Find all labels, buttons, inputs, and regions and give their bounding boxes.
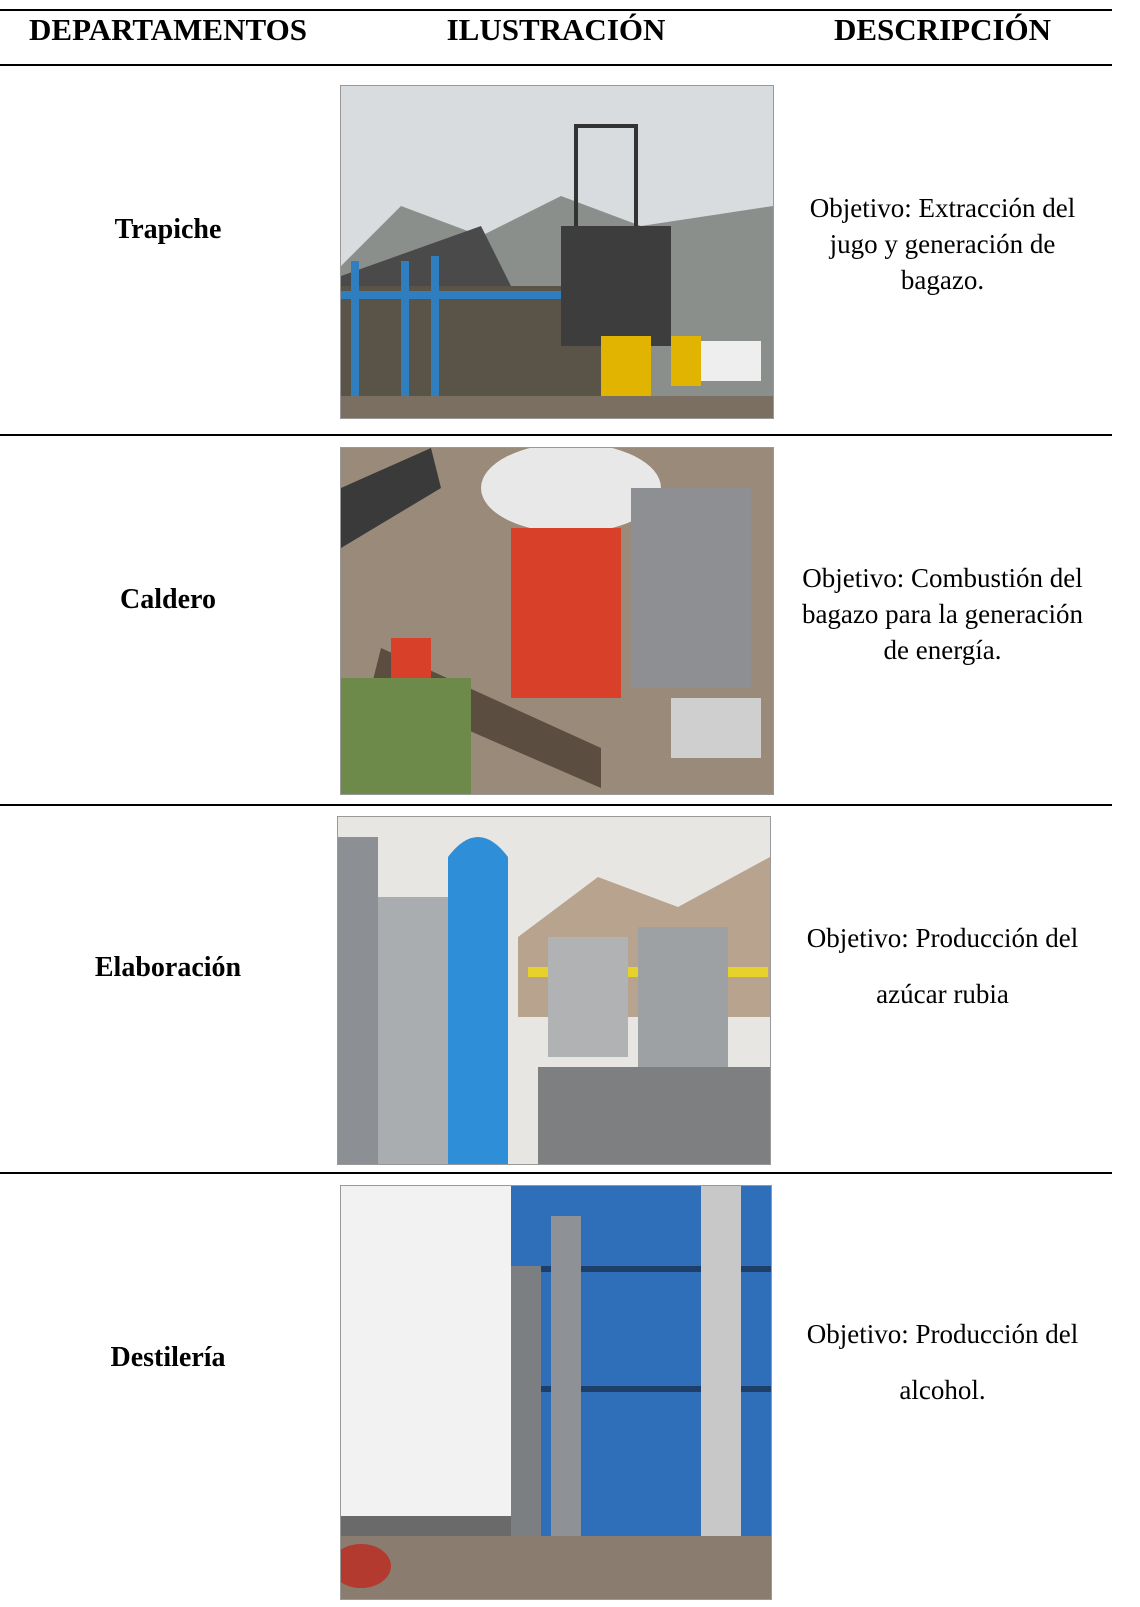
header-rule xyxy=(0,64,1112,66)
description-line: jugo y generación de xyxy=(829,229,1056,259)
description-line: de energía. xyxy=(883,635,1002,665)
header-cell: ILUSTRACIÓN xyxy=(446,12,666,47)
description: Objetivo: Combustión del bagazo para la … xyxy=(770,560,1115,668)
header-cell: DESCRIPCIÓN xyxy=(833,12,1052,47)
illustration xyxy=(337,816,771,1165)
description-line: bagazo para la generación xyxy=(801,599,1084,629)
description-line: Objetivo: Producción del xyxy=(806,1319,1079,1349)
department: Destilería xyxy=(110,1342,226,1373)
description-line: Objetivo: Combustión del xyxy=(802,563,1083,593)
department: Caldero xyxy=(120,584,216,615)
illustration xyxy=(340,447,774,795)
row-rule xyxy=(0,804,1112,806)
description-line: Objetivo: Producción del xyxy=(806,923,1079,953)
description: Objetivo: Producción del azúcar rubia xyxy=(770,910,1115,1022)
header-cell: DEPARTAMENTOS xyxy=(29,12,307,47)
top-rule xyxy=(0,9,1112,11)
description-line: bagazo. xyxy=(900,265,985,295)
department: Elaboración xyxy=(94,952,242,983)
row-rule xyxy=(0,434,1112,436)
description-line: Objetivo: Extracción del xyxy=(809,193,1076,223)
description: Objetivo: Extracción del jugo y generaci… xyxy=(770,190,1115,298)
illustration xyxy=(340,85,774,419)
department: Trapiche xyxy=(114,214,222,245)
description: Objetivo: Producción del alcohol. xyxy=(770,1306,1115,1418)
description-line: azúcar rubia xyxy=(876,979,1009,1009)
row-rule xyxy=(0,1172,1112,1174)
illustration xyxy=(340,1185,772,1600)
description-line: alcohol. xyxy=(899,1375,986,1405)
